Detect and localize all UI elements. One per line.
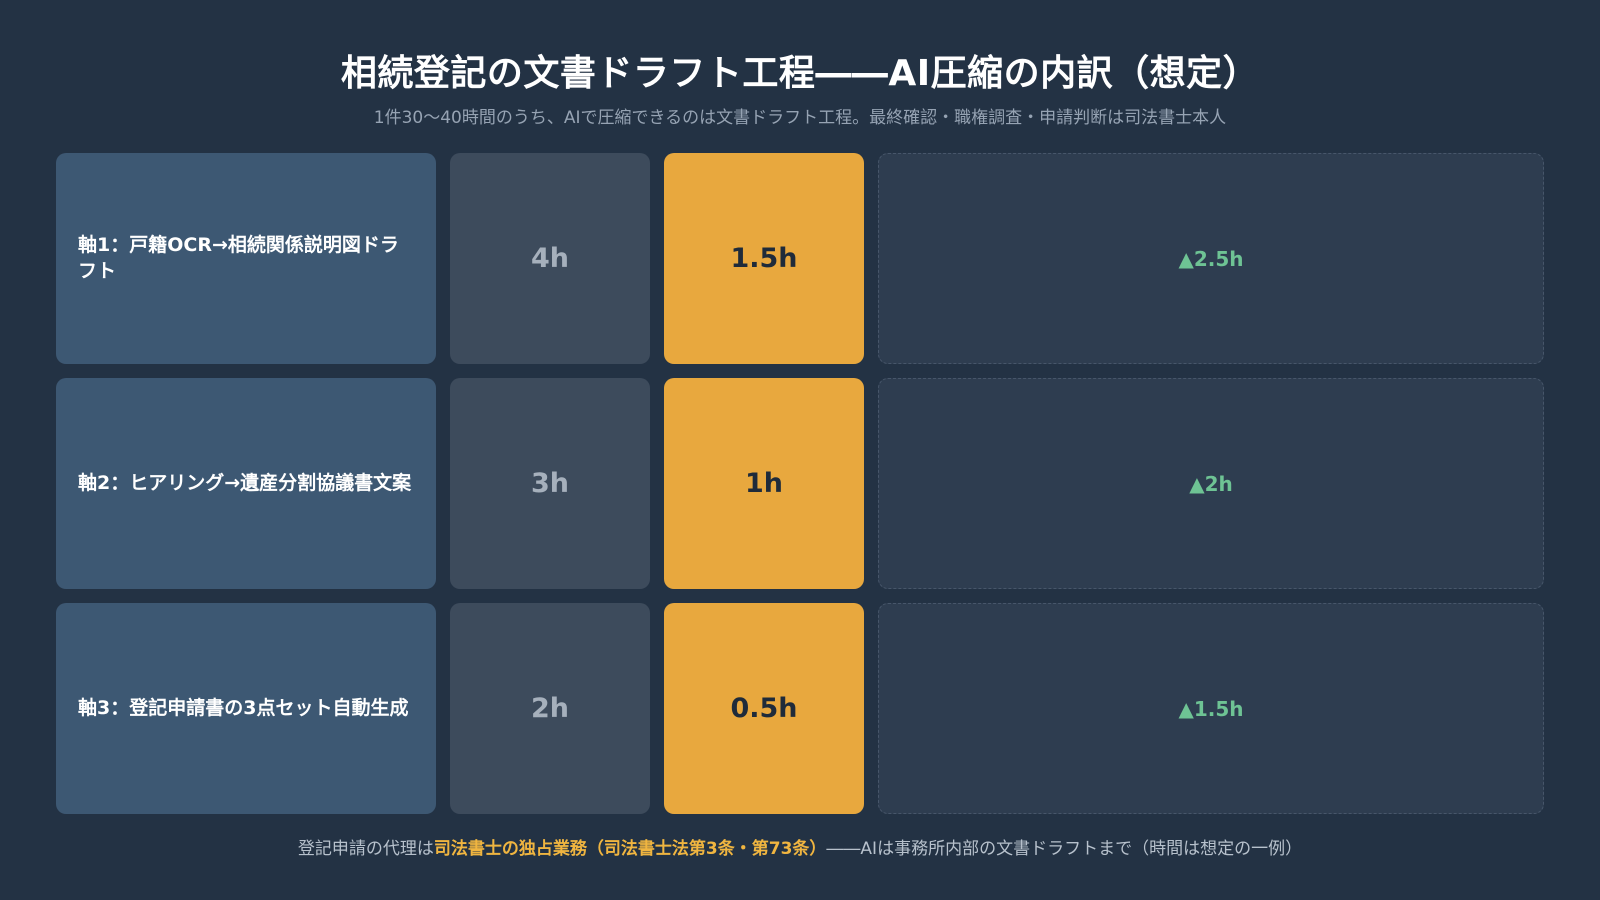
process-row-2: 軸2：ヒアリング→遺産分割協議書文案 3h 1h ▲2h: [56, 378, 1544, 589]
after-time: 0.5h: [664, 603, 864, 814]
process-label: 軸3：登記申請書の3点セット自動生成: [56, 603, 436, 814]
before-time: 3h: [450, 378, 650, 589]
process-label: 軸1：戸籍OCR→相続関係説明図ドラフト: [56, 153, 436, 364]
process-label: 軸2：ヒアリング→遺産分割協議書文案: [56, 378, 436, 589]
footer-highlight: 司法書士の独占業務（司法書士法第3条・第73条）: [433, 839, 827, 859]
process-row-3: 軸3：登記申請書の3点セット自動生成 2h 0.5h ▲1.5h: [56, 603, 1544, 814]
before-time: 4h: [450, 153, 650, 364]
after-time: 1h: [664, 378, 864, 589]
time-saving: ▲2.5h: [878, 153, 1544, 364]
footer-suffix: ――AIは事務所内部の文書ドラフトまで（時間は想定の一例）: [826, 839, 1303, 859]
time-saving: ▲2h: [878, 378, 1544, 589]
time-saving: ▲1.5h: [878, 603, 1544, 814]
footer-note: 登記申請の代理は司法書士の独占業務（司法書士法第3条・第73条）――AIは事務所…: [0, 834, 1600, 859]
footer-prefix: 登記申請の代理は: [297, 839, 434, 859]
page-title: 相続登記の文書ドラフト工程――AI圧縮の内訳（想定）: [340, 53, 1260, 94]
process-table: 軸1：戸籍OCR→相続関係説明図ドラフト 4h 1.5h ▲2.5h 軸2：ヒア…: [56, 153, 1544, 814]
process-row-1: 軸1：戸籍OCR→相続関係説明図ドラフト 4h 1.5h ▲2.5h: [56, 153, 1544, 364]
page-subtitle: 1件30〜40時間のうち、AIで圧縮できるのは文書ドラフト工程。最終確認・職権調…: [373, 108, 1227, 128]
before-time: 2h: [450, 603, 650, 814]
after-time: 1.5h: [664, 153, 864, 364]
